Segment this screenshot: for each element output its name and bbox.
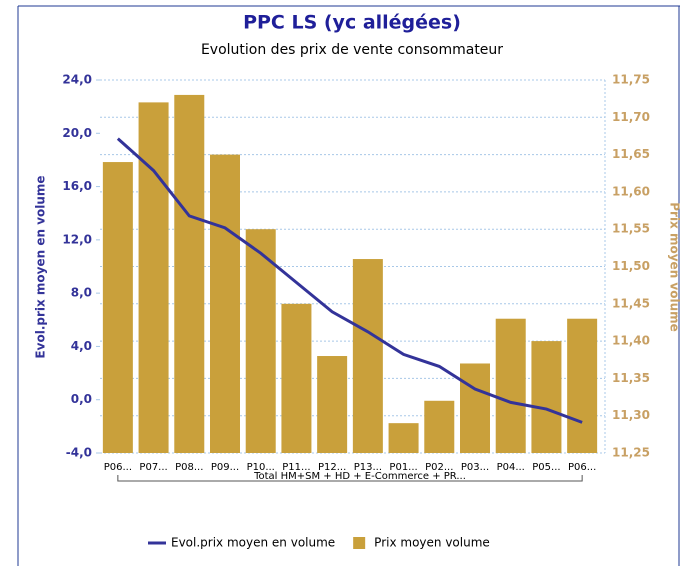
y-tick-label: 4,0 [71,339,92,353]
group-bracket [117,475,583,482]
bar [210,154,240,453]
y2-tick-label: 11,35 [612,371,650,385]
bar [245,229,276,453]
x-tick-label: P06... [104,462,132,473]
y-tick-label: 0,0 [71,392,92,406]
bar [352,259,383,453]
legend-label: Evol.prix moyen en volume [171,536,335,550]
chart-title: PPC LS (yc allégées) [243,12,461,34]
x-tick-label: P09... [211,462,239,473]
x-tick-label: P11... [282,462,310,473]
y2-tick-label: 11,40 [612,334,650,348]
x-tick-label: P03... [461,462,489,473]
chart-subtitle: Evolution des prix de vente consommateur [201,42,503,58]
y-tick-label: -4,0 [66,446,92,460]
bar [460,363,490,453]
x-tick-label: P02... [425,462,453,473]
bar [424,400,455,453]
bar [102,162,133,453]
x-tick-label: P13... [354,462,382,473]
y-tick-label: 20,0 [62,126,92,140]
legend-swatch [353,537,366,549]
y2-axis-label: Prix moyen volume [668,202,680,332]
y2-tick-label: 11,65 [612,147,650,161]
y2-tick-label: 11,45 [612,296,650,310]
y2-tick-label: 11,60 [612,184,650,198]
x-tick-label: P08... [175,462,203,473]
y2-tick-label: 11,30 [612,408,650,422]
bar [138,102,169,453]
x-tick-label: P01... [389,462,417,473]
bar [567,318,598,453]
x-tick-label: P06... [568,462,596,473]
bar [531,341,562,453]
legend-label: Prix moyen volume [374,536,490,550]
y2-tick-label: 11,70 [612,110,650,124]
x-tick-label: P10... [247,462,275,473]
group-label: Total HM+SM + HD + E-Commerce + PR... [253,471,466,482]
y-tick-label: 24,0 [62,73,92,87]
bar [388,423,419,453]
bar [281,303,312,453]
y2-tick-label: 11,75 [612,73,650,87]
x-tick-label: P05... [532,462,560,473]
bar [317,356,348,453]
y-tick-label: 12,0 [62,232,92,246]
y2-tick-label: 11,55 [612,222,650,236]
bar [495,318,526,453]
y2-tick-label: 11,25 [612,446,650,460]
bar [174,94,205,454]
y-tick-label: 8,0 [71,286,92,300]
y-axis-label: Evol.prix moyen en volume [34,175,48,358]
line [116,137,583,424]
y2-tick-label: 11,50 [612,259,650,273]
x-tick-label: P07... [139,462,167,473]
x-tick-label: P04... [497,462,525,473]
y-tick-label: 16,0 [62,179,92,193]
x-tick-label: P12... [318,462,346,473]
